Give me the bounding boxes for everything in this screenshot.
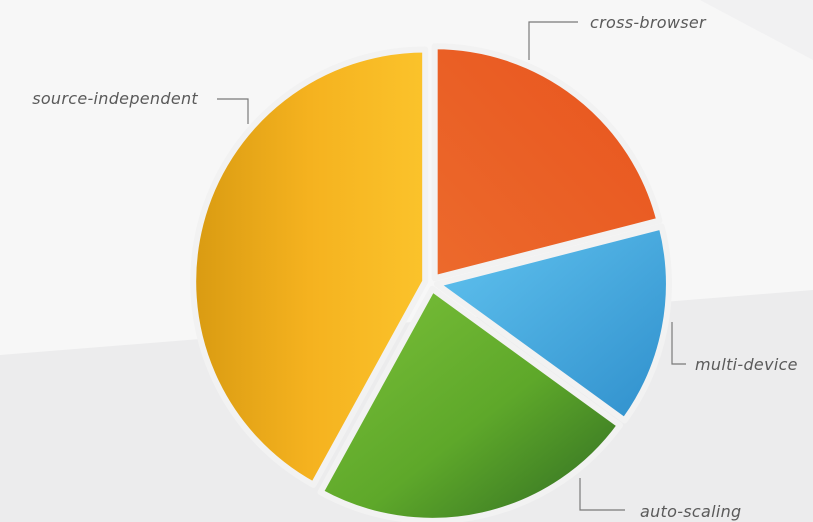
- pie-slice-auto-scaling: [317, 285, 624, 522]
- leader-line-auto-scaling: [579, 478, 625, 511]
- pie-slices: [190, 43, 672, 522]
- pie-slice-cross-browser: [431, 43, 663, 282]
- slice-label-source-independent: source-independent: [32, 89, 198, 108]
- slice-label-cross-browser: cross-browser: [590, 13, 707, 32]
- leader-line-cross-browser: [528, 21, 578, 60]
- slice-labels: cross-browser multi-device auto-scaling sou…: [32, 13, 798, 521]
- leader-line-multi-device: [671, 322, 686, 365]
- pie-slice-multi-device: [433, 223, 672, 424]
- pie-slice-source-independent: [190, 46, 429, 488]
- leader-line-source-independent: [217, 98, 249, 124]
- slice-label-multi-device: multi-device: [695, 355, 798, 374]
- slice-label-auto-scaling: auto-scaling: [640, 502, 742, 521]
